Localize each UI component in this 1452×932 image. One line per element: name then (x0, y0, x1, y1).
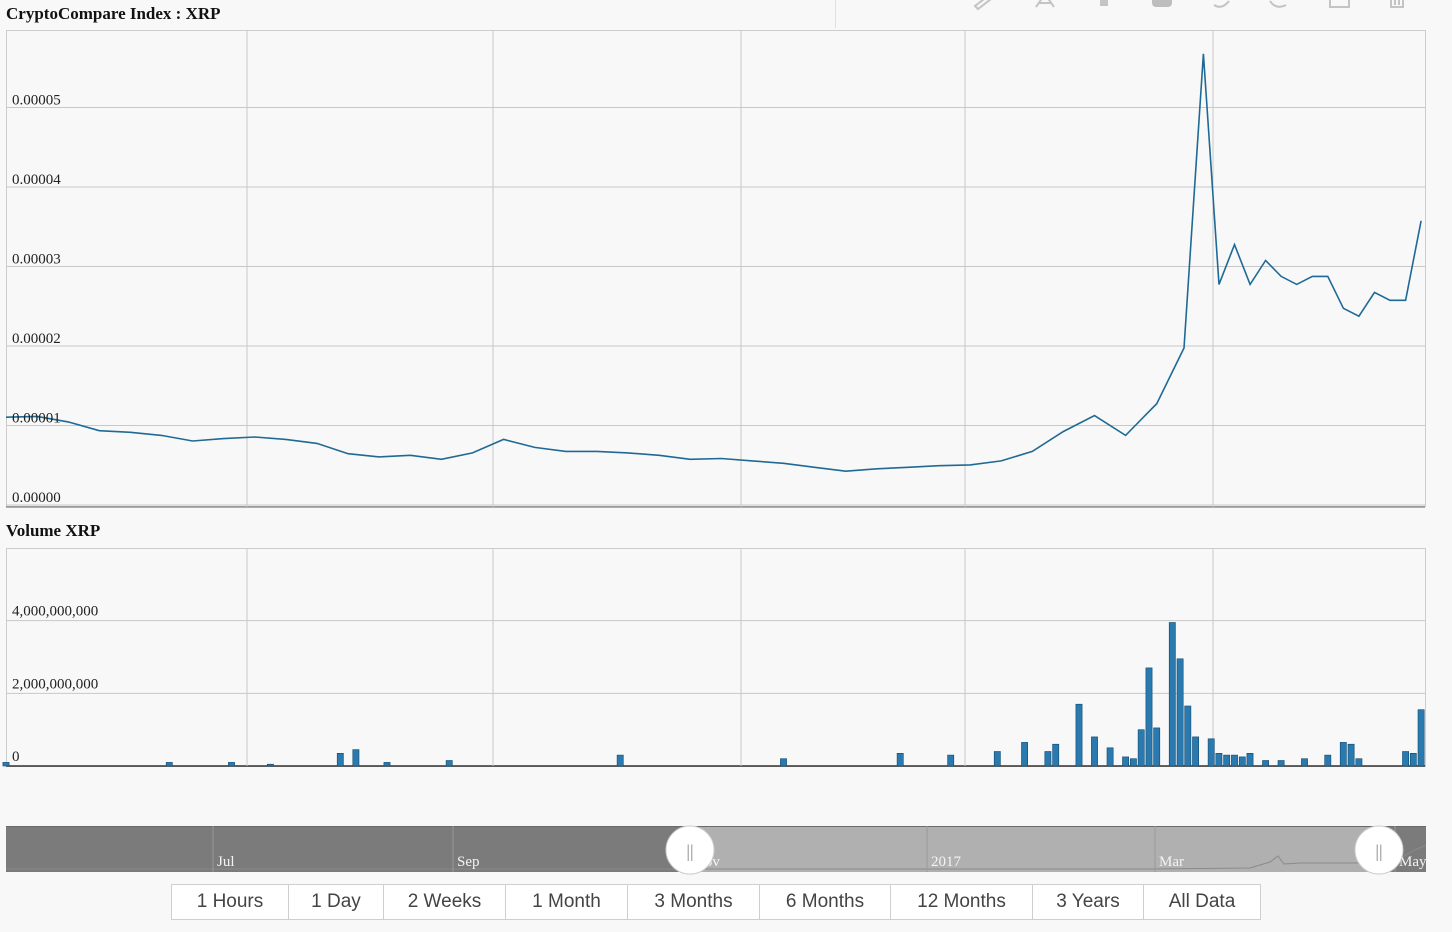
volume-bar (896, 752, 904, 767)
volume-bar (1277, 760, 1285, 767)
volume-bar (1347, 743, 1355, 767)
volume-bar (1417, 709, 1425, 767)
price-y-tick-label: 0.00001 (12, 411, 61, 427)
volume-bar (352, 749, 360, 767)
volume-bar (1231, 754, 1238, 767)
price-y-tick-label: 0.00005 (12, 93, 61, 109)
volume-y-tick-label: 4,000,000,000 (12, 604, 98, 620)
price-y-tick-label: 0.00002 (12, 331, 61, 347)
range-button-1-day[interactable]: 1 Day (289, 885, 384, 919)
volume-bar (1168, 622, 1176, 767)
price-y-axis: 0.00000 0.00001 0.00002 0.00003 0.00004 0.000… (12, 93, 61, 507)
volume-bar (1075, 703, 1083, 767)
volume-bar (1122, 756, 1129, 767)
price-y-tick-label: 0.00003 (12, 252, 61, 268)
volume-bar (1044, 751, 1052, 767)
volume-bar (1207, 738, 1215, 767)
range-button-3-months[interactable]: 3 Months (628, 885, 760, 919)
volume-bar (1137, 729, 1145, 767)
price-grid (6, 107, 1425, 508)
volume-bar (1184, 705, 1192, 767)
price-y-tick-label: 0.00004 (12, 172, 61, 188)
text-icon[interactable] (1035, 0, 1055, 8)
volume-bars (2, 622, 1425, 767)
range-button-3-years[interactable]: 3 Years (1033, 885, 1144, 919)
volume-bar (266, 763, 274, 767)
volume-bar (1324, 754, 1332, 767)
volume-y-tick-label: 2,000,000,000 (12, 676, 98, 692)
volume-y-axis: 0 2,000,000,000 4,000,000,000 (12, 604, 98, 765)
drawing-toolbar[interactable] (973, 0, 1404, 11)
volume-bar (1052, 743, 1060, 767)
volume-bar (1192, 736, 1199, 767)
handle-grip-icon: || (1375, 841, 1382, 861)
navigator-x-tick-label: 2017 (931, 854, 962, 870)
volume-chart-title: Volume XRP (6, 521, 100, 540)
range-button-1-hours[interactable]: 1 Hours (172, 885, 289, 919)
volume-vertical-grid (246, 548, 1214, 766)
price-y-tick-label: 0.00000 (12, 490, 61, 506)
navigator-handle-left[interactable]: || (665, 825, 715, 875)
fill-icon[interactable] (1100, 0, 1108, 6)
volume-bar (1262, 760, 1269, 767)
range-button-2-weeks[interactable]: 2 Weeks (384, 885, 506, 919)
volume-bar (1246, 752, 1254, 767)
volume-bar (993, 751, 1001, 767)
volume-bar (336, 752, 344, 767)
volume-bar (1223, 754, 1231, 767)
volume-bar (616, 754, 624, 767)
volume-bar (445, 760, 453, 767)
navigator-mask-left[interactable] (6, 826, 690, 872)
square-icon[interactable] (1152, 0, 1172, 7)
redo-icon[interactable] (1269, 0, 1287, 8)
range-button-1-month[interactable]: 1 Month (506, 885, 628, 919)
volume-bar (165, 762, 173, 767)
navigator-x-tick-label: Mar (1159, 854, 1184, 870)
range-selector: 1 Hours 1 Day 2 Weeks 1 Month 3 Months 6… (171, 884, 1261, 920)
navigator-x-tick-label: Jul (217, 854, 235, 870)
navigator-handle-right[interactable]: || (1354, 825, 1404, 875)
price-series-line (5, 53, 1422, 473)
volume-bar (1021, 742, 1028, 767)
range-button-6-months[interactable]: 6 Months (760, 885, 891, 919)
volume-bar (228, 762, 235, 767)
volume-bar (947, 754, 955, 767)
navigator-x-tick-label: May (1399, 854, 1427, 870)
volume-bar (1355, 758, 1363, 767)
volume-bar (1130, 758, 1137, 767)
volume-bar (780, 758, 787, 767)
trash-icon[interactable] (1390, 0, 1404, 8)
volume-bar (1145, 667, 1153, 767)
range-button-12-months[interactable]: 12 Months (891, 885, 1033, 919)
volume-bar (1409, 752, 1417, 767)
volume-bar (1176, 658, 1184, 767)
price-vertical-grid (246, 30, 1214, 507)
undo-icon[interactable] (1213, 0, 1230, 8)
handle-grip-icon: || (686, 841, 693, 861)
volume-bar (1153, 727, 1161, 767)
navigator[interactable]: JulSepNov2017MarMay || || (6, 825, 1427, 875)
volume-bar (2, 762, 10, 767)
volume-bar (383, 762, 391, 767)
volume-y-tick-label: 0 (12, 749, 20, 765)
volume-bar (1402, 751, 1409, 767)
save-icon[interactable] (1329, 0, 1350, 8)
pencil-icon[interactable] (973, 0, 992, 11)
navigator-selected-range[interactable] (690, 826, 1379, 872)
volume-bar (1238, 756, 1246, 767)
volume-bar (1091, 736, 1098, 767)
volume-bar (1215, 752, 1223, 767)
volume-bar (1106, 747, 1114, 767)
price-chart-title: CryptoCompare Index : XRP (6, 4, 221, 23)
volume-bar (1301, 758, 1308, 767)
range-button-all-data[interactable]: All Data (1144, 885, 1260, 919)
navigator-x-tick-label: Sep (457, 854, 480, 870)
volume-bar (1339, 742, 1347, 767)
